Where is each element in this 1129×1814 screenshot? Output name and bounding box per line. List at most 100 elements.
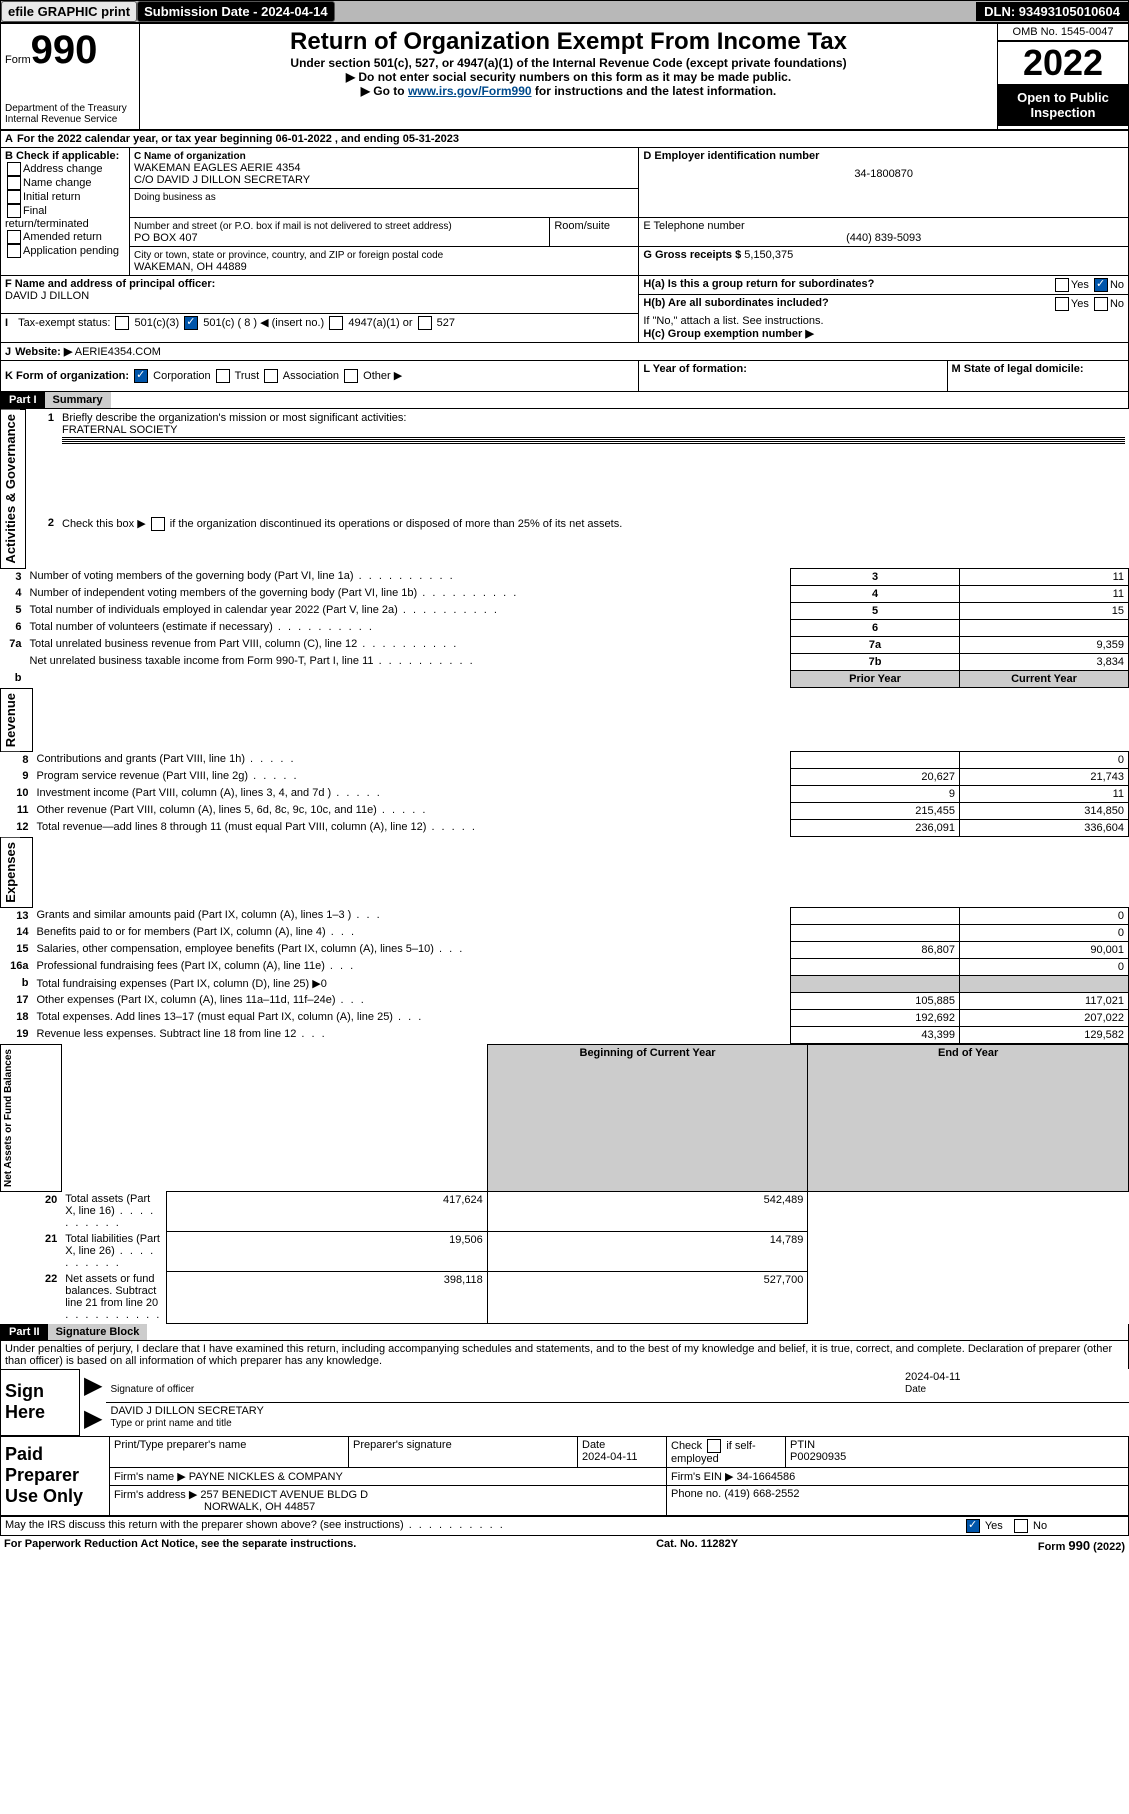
- cat: Cat. No. 11282Y: [656, 1538, 738, 1553]
- chk-ha-no[interactable]: [1094, 278, 1108, 292]
- chk-assoc[interactable]: [264, 369, 278, 383]
- chk-trust[interactable]: [216, 369, 230, 383]
- firm-phone-label: Phone no.: [671, 1488, 721, 1500]
- e-label: E Telephone number: [643, 220, 744, 232]
- opt-assoc: Association: [283, 370, 339, 382]
- chk-pending[interactable]: [7, 244, 21, 258]
- m-label: M State of legal domicile:: [947, 361, 1128, 392]
- col-begin: Beginning of Current Year: [487, 1044, 808, 1191]
- firm-ein: 34-1664586: [737, 1471, 796, 1483]
- chk-4947[interactable]: [329, 316, 343, 330]
- firm-phone: (419) 668-2552: [724, 1488, 799, 1500]
- chk-initial[interactable]: [7, 190, 21, 204]
- chk-corp[interactable]: [134, 369, 148, 383]
- firm-ein-label: Firm's EIN ▶: [671, 1471, 734, 1483]
- form-label: Form: [5, 54, 31, 66]
- paid-prep: Paid Preparer Use Only: [1, 1436, 110, 1515]
- chk-amended[interactable]: [7, 230, 21, 244]
- vlabel-net: Net Assets or Fund Balances: [1, 1045, 16, 1191]
- q2: Check this box ▶: [62, 518, 146, 530]
- tax-year: 2022: [998, 41, 1128, 84]
- l-label: L Year of formation:: [639, 361, 947, 392]
- vlabel-rev: Revenue: [1, 689, 20, 751]
- opt-name: Name change: [23, 177, 92, 189]
- note1: ▶ Do not enter social security numbers o…: [144, 70, 993, 84]
- hb-note: If "No," attach a list. See instructions…: [643, 315, 823, 327]
- d-label: D Employer identification number: [643, 150, 1124, 162]
- prep-sig-label: Preparer's signature: [349, 1436, 578, 1467]
- room-label: Room/suite: [550, 218, 639, 247]
- chk-hb-no[interactable]: [1094, 297, 1108, 311]
- opt-address: Address change: [23, 163, 103, 175]
- submission-date: Submission Date - 2024-04-14: [137, 1, 335, 22]
- efile-button[interactable]: efile GRAPHIC print: [1, 1, 137, 22]
- chk-irs-yes[interactable]: [966, 1519, 980, 1533]
- page-title: Return of Organization Exempt From Incom…: [144, 28, 993, 56]
- chk-ha-yes[interactable]: [1055, 278, 1069, 292]
- form-number: 990: [31, 28, 98, 72]
- chk-irs-no[interactable]: [1014, 1519, 1028, 1533]
- officer: DAVID J DILLON: [5, 290, 89, 302]
- row-a: AFor the 2022 calendar year, or tax year…: [1, 131, 1129, 148]
- q1-num: 1: [26, 410, 59, 516]
- part1-hdr: Part I: [1, 392, 45, 408]
- firm-name-label: Firm's name ▶: [114, 1471, 186, 1483]
- opt-pending: Application pending: [23, 245, 119, 257]
- form990-link[interactable]: www.irs.gov/Form990: [408, 84, 532, 98]
- opt-initial: Initial return: [23, 191, 80, 203]
- chk-other[interactable]: [344, 369, 358, 383]
- irs: Internal Revenue Service: [5, 114, 135, 125]
- chk-final[interactable]: [7, 204, 21, 218]
- gross-receipts: 5,150,375: [744, 249, 793, 261]
- part1-title: Summary: [45, 392, 111, 408]
- ptin: P00290935: [790, 1451, 846, 1463]
- city: WAKEMAN, OH 44889: [134, 261, 247, 273]
- irs-yes: Yes: [985, 1519, 1003, 1531]
- ha-yes: Yes: [1071, 279, 1089, 291]
- dept: Department of the Treasury: [5, 103, 135, 114]
- omb: OMB No. 1545-0047: [998, 24, 1128, 41]
- part2-hdr: Part II: [1, 1324, 48, 1340]
- chk-address[interactable]: [7, 162, 21, 176]
- chk-discontinued[interactable]: [151, 517, 165, 531]
- org-name2: C/O DAVID J DILLON SECRETARY: [134, 174, 310, 186]
- vlabel-exp: Expenses: [1, 838, 20, 907]
- chk-self[interactable]: [707, 1439, 721, 1453]
- opt-trust: Trust: [235, 370, 260, 382]
- hc-label: H(c) Group exemption number ▶: [643, 328, 813, 340]
- opt-other: Other ▶: [363, 370, 402, 382]
- opt-501c3: 501(c)(3): [135, 317, 180, 329]
- dln: DLN: 93493105010604: [976, 2, 1128, 21]
- chk-501c[interactable]: [184, 316, 198, 330]
- chk-527[interactable]: [418, 316, 432, 330]
- q1-val: FRATERNAL SOCIETY: [62, 424, 178, 436]
- may-irs: May the IRS discuss this return with the…: [5, 1519, 404, 1531]
- sig-date-label: Date: [905, 1384, 926, 1395]
- irs-no: No: [1033, 1519, 1047, 1531]
- chk-name[interactable]: [7, 176, 21, 190]
- ptin-label: PTIN: [790, 1439, 815, 1451]
- prep-check: Check: [671, 1439, 702, 1451]
- j-label: Website: ▶: [15, 346, 72, 358]
- g-label: G Gross receipts $: [643, 249, 741, 261]
- vlabel-gov: Activities & Governance: [1, 410, 20, 568]
- website: AERIE4354.COM: [75, 346, 161, 358]
- addr: PO BOX 407: [134, 232, 198, 244]
- prep-name-label: Print/Type preparer's name: [110, 1436, 349, 1467]
- sig-off-label: Signature of officer: [110, 1384, 194, 1395]
- firm-name: PAYNE NICKLES & COMPANY: [189, 1471, 343, 1483]
- col-prior: Prior Year: [791, 670, 960, 687]
- addr-label: Number and street (or P.O. box if mail i…: [134, 221, 452, 232]
- q1: Briefly describe the organization's miss…: [62, 412, 406, 424]
- chk-501c3[interactable]: [115, 316, 129, 330]
- form-footer: Form 990 (2022): [1038, 1538, 1125, 1553]
- firm-addr-label: Firm's address ▶: [114, 1489, 197, 1501]
- b-label: B Check if applicable:: [5, 150, 125, 162]
- i-label: Tax-exempt status:: [18, 317, 110, 329]
- hb-yes: Yes: [1071, 298, 1089, 310]
- hb-no: No: [1110, 298, 1124, 310]
- chk-hb-yes[interactable]: [1055, 297, 1069, 311]
- opt-527: 527: [437, 317, 455, 329]
- ha-label: H(a) Is this a group return for subordin…: [643, 278, 874, 290]
- hb-label: H(b) Are all subordinates included?: [643, 297, 828, 309]
